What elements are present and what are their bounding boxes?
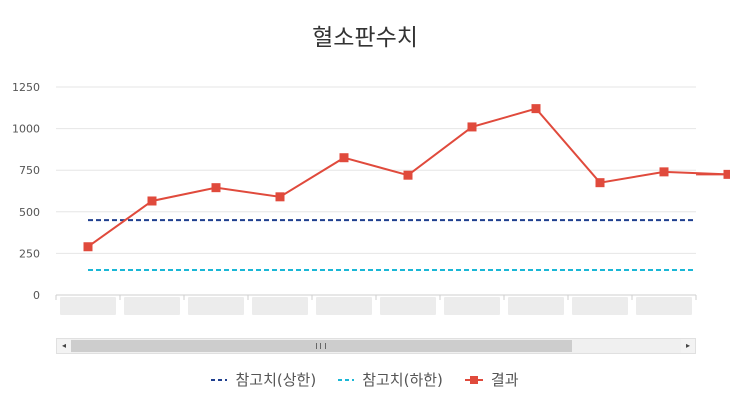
- data-point[interactable]: [595, 178, 605, 188]
- scroll-left-button[interactable]: ◂: [57, 339, 71, 353]
- x-category-label-redacted: [444, 297, 500, 315]
- legend-item-result[interactable]: 결과: [464, 369, 519, 390]
- legend-label: 결과: [490, 371, 519, 389]
- x-category-label-redacted: [316, 297, 372, 315]
- dashed-line-icon: [211, 378, 228, 381]
- series-line-2: [87, 107, 729, 248]
- data-point[interactable]: [211, 183, 221, 193]
- legend-item-lower[interactable]: 참고치(하한): [338, 369, 443, 390]
- chart-title: 혈소판수치: [312, 25, 418, 51]
- x-category-label-redacted: [60, 297, 116, 315]
- x-category-label-redacted: [508, 297, 564, 315]
- data-point[interactable]: [659, 167, 669, 177]
- data-point[interactable]: [83, 242, 93, 252]
- y-tick-label: 250: [19, 247, 40, 260]
- grip-icon: [316, 343, 326, 349]
- data-point[interactable]: [531, 104, 541, 114]
- data-point[interactable]: [467, 122, 477, 132]
- legend-item-upper[interactable]: 참고치(상한): [211, 369, 316, 390]
- line-square-marker-icon: [464, 375, 483, 384]
- horizontal-scrollbar[interactable]: ◂ ▸: [56, 338, 696, 354]
- data-point[interactable]: [275, 192, 285, 202]
- y-tick-label: 0: [33, 289, 40, 302]
- scrollbar-thumb[interactable]: [71, 340, 572, 352]
- x-category-label-redacted: [252, 297, 308, 315]
- y-tick-label: 1000: [12, 123, 40, 136]
- legend: 참고치(상한) 참고치(하한) 결과: [0, 369, 730, 390]
- x-category-label-redacted: [380, 297, 436, 315]
- y-tick-label: 1250: [12, 81, 40, 94]
- x-category-label-redacted: [636, 297, 692, 315]
- x-category-label-redacted: [572, 297, 628, 315]
- data-point[interactable]: [403, 170, 413, 180]
- data-point[interactable]: [723, 169, 730, 179]
- y-tick-label: 750: [19, 164, 40, 177]
- legend-label: 참고치(상한): [235, 371, 317, 389]
- x-category-label-redacted: [188, 297, 244, 315]
- scroll-right-button[interactable]: ▸: [681, 339, 695, 353]
- x-category-label-redacted: [124, 297, 180, 315]
- dashed-line-icon: [338, 378, 355, 381]
- legend-label: 참고치(하한): [362, 371, 443, 389]
- data-point[interactable]: [339, 153, 349, 163]
- y-tick-label: 500: [19, 206, 40, 219]
- data-point[interactable]: [147, 196, 157, 206]
